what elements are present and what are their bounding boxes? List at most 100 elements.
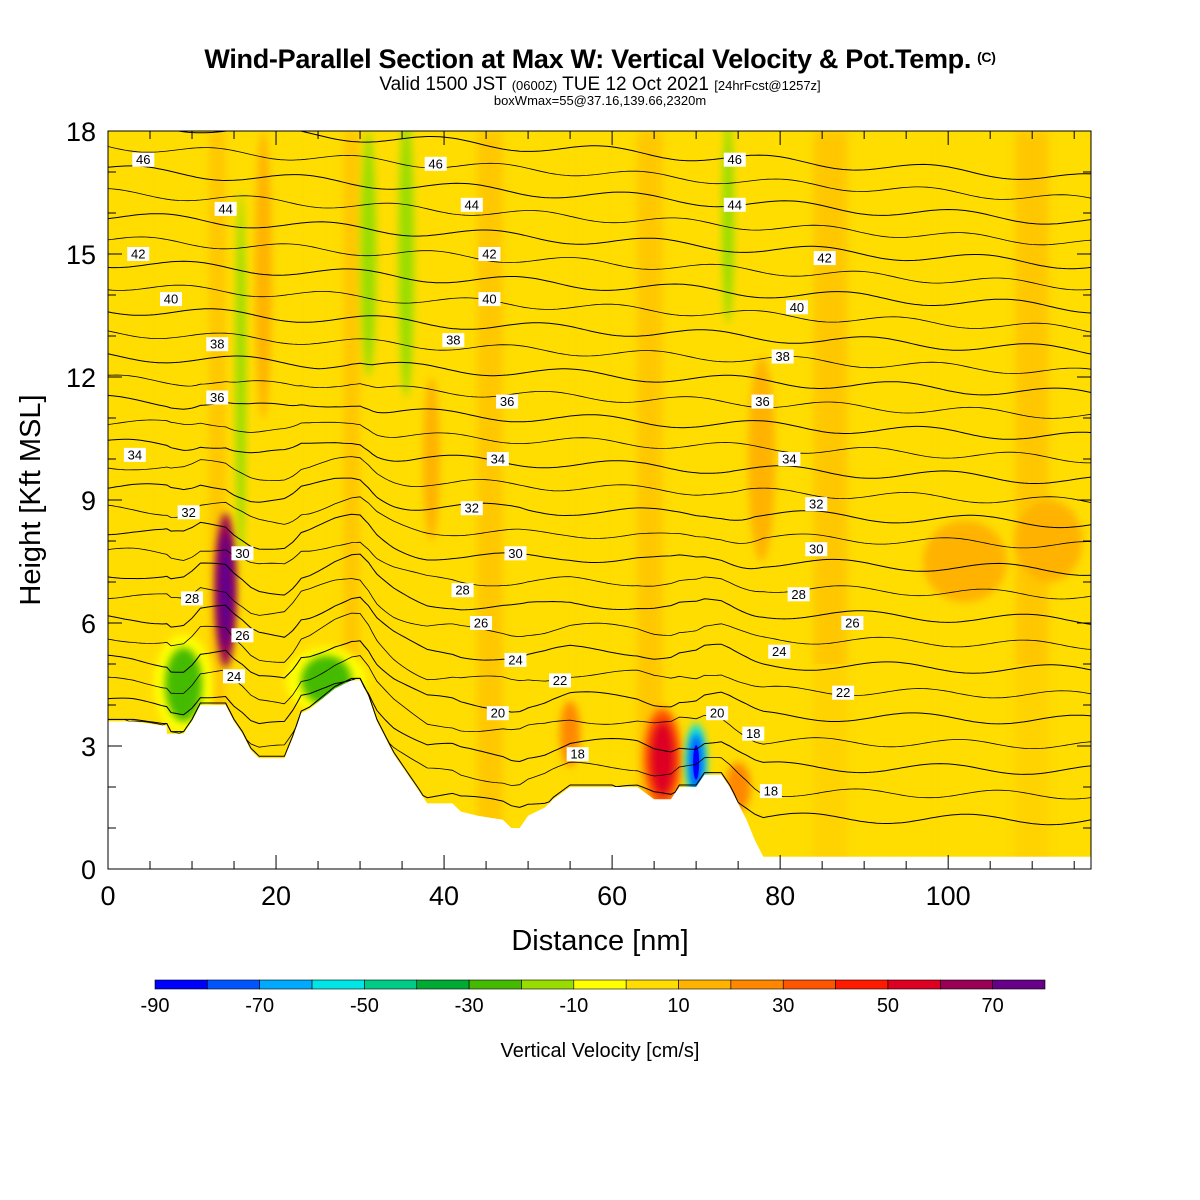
x-tick-label: 0: [100, 881, 115, 911]
terrain-mask: [108, 680, 1092, 870]
vv-feature-14: [553, 689, 587, 778]
colorbar-tick-label: 70: [982, 995, 1004, 1017]
contour-label-text: 38: [210, 337, 224, 352]
title-text: Wind-Parallel Section at Max W: Vertical…: [204, 44, 972, 74]
theta-contour-28: [108, 513, 1091, 576]
contour-label: 34: [123, 447, 146, 462]
contour-label-text: 26: [845, 616, 859, 631]
contour-label: 28: [451, 583, 474, 598]
contour-label-text: 22: [553, 673, 567, 688]
forecast-info: [24hrFcst@1257z]: [714, 78, 821, 93]
contour-label: 38: [442, 333, 465, 348]
contour-label-bg: [470, 616, 493, 630]
x-tick-label: 100: [926, 881, 971, 911]
contour-label: 36: [751, 394, 774, 409]
contour-label-text: 28: [791, 587, 805, 602]
vv-feature-1: [643, 708, 682, 809]
colorbar-tick-label: -50: [350, 995, 379, 1017]
contour-label-bg: [442, 333, 465, 348]
contour-label-text: 36: [500, 394, 514, 409]
theta-contour-46: [175, 131, 1091, 180]
contour-label: 20: [486, 706, 509, 721]
y-tick-label: 12: [66, 363, 96, 393]
y-tick-label: 15: [66, 240, 96, 270]
vv-core: [922, 520, 1007, 603]
contour-label: 42: [127, 247, 150, 262]
contour-label-bg: [486, 452, 509, 466]
contour-label-bg: [832, 685, 855, 700]
theta-contour-22: [108, 640, 1091, 725]
contour-label-bg: [785, 300, 808, 315]
contour-label: 18: [742, 726, 765, 741]
y-tick-label: 3: [81, 732, 96, 762]
contour-label-text: 46: [728, 152, 742, 167]
contour-label-text: 38: [775, 349, 789, 364]
chart-title: Wind-Parallel Section at Max W: Vertical…: [0, 44, 1200, 75]
colorbar-tick-label: 10: [667, 995, 689, 1017]
contour-label-text: 28: [455, 583, 469, 598]
theta-contour-30: [108, 477, 1091, 529]
contour-label: 26: [231, 628, 254, 643]
vv-feature-11: [748, 356, 776, 562]
contour-label-text: 40: [790, 300, 804, 315]
contour-label-text: 30: [508, 546, 522, 561]
contour-label-text: 18: [764, 784, 778, 799]
contour-label-bg: [768, 644, 791, 659]
contour-label-bg: [759, 784, 782, 799]
y-axis-label: Height [Kft MSL]: [15, 394, 47, 605]
vv-core: [748, 356, 776, 562]
contour-label: 18: [759, 784, 782, 799]
theta-contour-32: [108, 438, 1091, 484]
contour-label-bg: [805, 542, 828, 557]
contour-label-bg: [813, 251, 836, 266]
contour-label-text: 44: [465, 197, 479, 212]
vv-core: [165, 647, 203, 722]
theta-contour-40: [108, 260, 1091, 314]
contour-label-bg: [771, 349, 794, 364]
colorbar-swatch: [939, 979, 993, 990]
contour-label-text: 46: [428, 156, 442, 171]
theta-contour-minor: [108, 578, 1091, 650]
contour-label-bg: [214, 201, 237, 216]
theta-contour-36: [108, 353, 1091, 396]
colorbar-swatch: [835, 979, 889, 990]
theta-contour-42: [108, 213, 1091, 270]
contour-label-bg: [706, 706, 729, 721]
contour-label-bg: [504, 652, 527, 667]
contour-label-text: 20: [710, 706, 724, 721]
axis-ticks: [107, 130, 1091, 870]
theta-contour-minor: [108, 284, 1091, 333]
contour-label-bg: [127, 247, 150, 261]
colorbar-tick-label: -30: [455, 995, 484, 1017]
contour-label-bg: [460, 197, 483, 212]
contour-label: 30: [504, 546, 527, 561]
contour-label: 44: [723, 197, 746, 212]
contour-label-bg: [181, 591, 204, 606]
contour-label: 46: [723, 152, 746, 167]
contour-label-text: 32: [181, 505, 195, 520]
contour-label: 40: [785, 300, 808, 315]
colorbar-tick-label: -70: [245, 995, 274, 1017]
contour-label-bg: [778, 452, 801, 466]
colorbar-swatch: [416, 979, 470, 990]
vv-feature-6: [360, 131, 377, 377]
contour-label: 24: [223, 669, 246, 684]
contour-label-text: 34: [782, 452, 796, 467]
y-tick-label: 0: [81, 855, 96, 885]
contour-label-bg: [566, 747, 589, 762]
contour-label-text: 22: [836, 685, 850, 700]
contour-label-bg: [787, 587, 810, 602]
contour-label-bg: [231, 546, 254, 561]
contour-label-text: 44: [218, 201, 232, 216]
colorbar-swatch: [992, 979, 1046, 990]
contour-label-bg: [223, 669, 246, 684]
contour-label: 44: [214, 201, 237, 216]
contour-label-bg: [805, 497, 828, 512]
y-tick-labels: 0 3 6 9 12 15 18: [66, 117, 96, 885]
contour-label-bg: [206, 390, 229, 405]
theta-contour-minor: [108, 456, 1091, 504]
x-tick-labels: 0 20 40 60 80 100: [100, 881, 970, 911]
contour-labels: 46 46 46 44 44 44 42 42 42 40 40 40 38 38 38 36 36 36 34 34…: [123, 152, 864, 799]
contour-label-text: 24: [772, 644, 786, 659]
colorbar-swatch: [468, 979, 522, 990]
